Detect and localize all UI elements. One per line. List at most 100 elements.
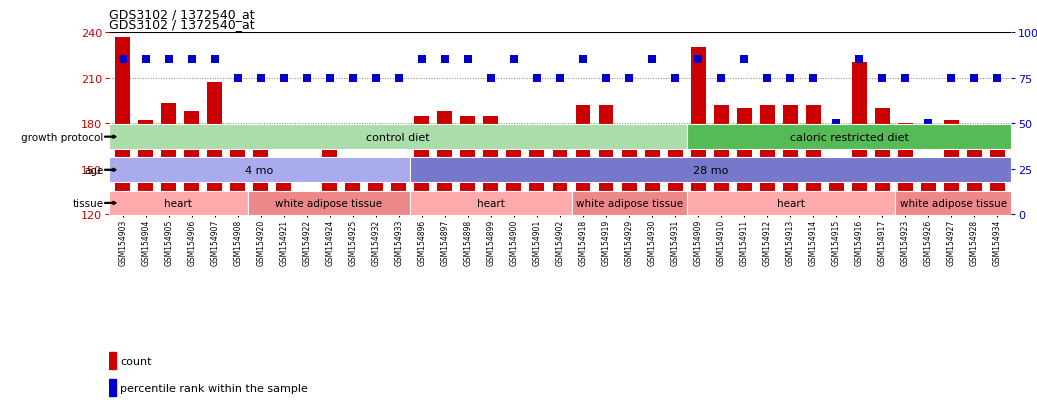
- Bar: [621, 136, 637, 215]
- Point: [529, 75, 545, 82]
- Bar: [109, 158, 410, 183]
- Bar: [921, 162, 935, 215]
- Bar: [368, 168, 384, 215]
- Text: caloric restricted diet: caloric restricted diet: [790, 132, 908, 142]
- Bar: [109, 379, 116, 396]
- Bar: [345, 174, 360, 215]
- Point: [138, 57, 155, 64]
- Point: [114, 57, 131, 64]
- Bar: [806, 106, 820, 215]
- Text: percentile rank within the sample: percentile rank within the sample: [120, 383, 308, 393]
- Bar: [109, 352, 116, 370]
- Bar: [571, 191, 688, 216]
- Bar: [851, 63, 867, 215]
- Bar: [506, 127, 522, 215]
- Text: heart: heart: [164, 198, 192, 209]
- Point: [299, 75, 315, 82]
- Bar: [248, 191, 410, 216]
- Text: white adipose tissue: white adipose tissue: [275, 198, 383, 209]
- Point: [574, 57, 591, 64]
- Bar: [598, 106, 614, 215]
- Point: [851, 57, 868, 64]
- Text: control diet: control diet: [366, 132, 430, 142]
- Bar: [553, 147, 567, 215]
- Point: [506, 57, 523, 64]
- Bar: [276, 166, 291, 215]
- Point: [206, 57, 223, 64]
- Point: [874, 75, 891, 82]
- Point: [759, 75, 776, 82]
- Text: white adipose tissue: white adipose tissue: [576, 198, 683, 209]
- Point: [161, 57, 177, 64]
- Bar: [530, 142, 544, 215]
- Bar: [115, 38, 131, 215]
- Bar: [460, 116, 475, 215]
- Point: [989, 75, 1006, 82]
- Bar: [410, 191, 571, 216]
- Bar: [300, 192, 314, 215]
- Point: [597, 75, 614, 82]
- Bar: [576, 106, 590, 215]
- Text: white adipose tissue: white adipose tissue: [900, 198, 1007, 209]
- Point: [828, 121, 844, 127]
- Point: [482, 75, 499, 82]
- Bar: [230, 127, 245, 215]
- Point: [391, 75, 408, 82]
- Point: [805, 75, 821, 82]
- Point: [321, 75, 338, 82]
- Point: [552, 75, 568, 82]
- Point: [667, 75, 683, 82]
- Bar: [415, 116, 429, 215]
- Point: [920, 121, 936, 127]
- Bar: [438, 112, 452, 215]
- Bar: [713, 106, 729, 215]
- Bar: [483, 116, 499, 215]
- Bar: [736, 109, 752, 215]
- Bar: [323, 142, 337, 215]
- Bar: [895, 191, 1011, 216]
- Text: tissue: tissue: [73, 198, 104, 209]
- Point: [437, 57, 453, 64]
- Bar: [898, 124, 913, 215]
- Point: [965, 75, 982, 82]
- Point: [344, 75, 361, 82]
- Bar: [783, 106, 797, 215]
- Bar: [688, 191, 895, 216]
- Text: 28 mo: 28 mo: [693, 165, 728, 176]
- Point: [644, 57, 661, 64]
- Text: heart: heart: [477, 198, 505, 209]
- Bar: [875, 109, 890, 215]
- Text: count: count: [120, 356, 152, 366]
- Bar: [391, 165, 407, 215]
- Point: [943, 75, 959, 82]
- Bar: [944, 121, 959, 215]
- Bar: [253, 127, 269, 215]
- Bar: [207, 83, 222, 215]
- Bar: [691, 48, 705, 215]
- Bar: [645, 150, 660, 215]
- Point: [414, 57, 430, 64]
- Point: [367, 75, 384, 82]
- Bar: [966, 127, 982, 215]
- Bar: [161, 104, 176, 215]
- Point: [782, 75, 798, 82]
- Point: [621, 75, 638, 82]
- Point: [184, 57, 200, 64]
- Bar: [138, 121, 153, 215]
- Bar: [410, 158, 1011, 183]
- Bar: [688, 125, 1011, 150]
- Bar: [668, 136, 682, 215]
- Bar: [185, 112, 199, 215]
- Bar: [109, 191, 248, 216]
- Bar: [989, 142, 1005, 215]
- Point: [690, 57, 706, 64]
- Point: [276, 75, 292, 82]
- Bar: [109, 125, 688, 150]
- Text: 4 mo: 4 mo: [245, 165, 274, 176]
- Text: GDS3102 / 1372540_at: GDS3102 / 1372540_at: [109, 17, 254, 31]
- Text: heart: heart: [778, 198, 806, 209]
- Text: growth protocol: growth protocol: [22, 132, 104, 142]
- Point: [229, 75, 246, 82]
- Bar: [829, 159, 844, 215]
- Point: [252, 75, 269, 82]
